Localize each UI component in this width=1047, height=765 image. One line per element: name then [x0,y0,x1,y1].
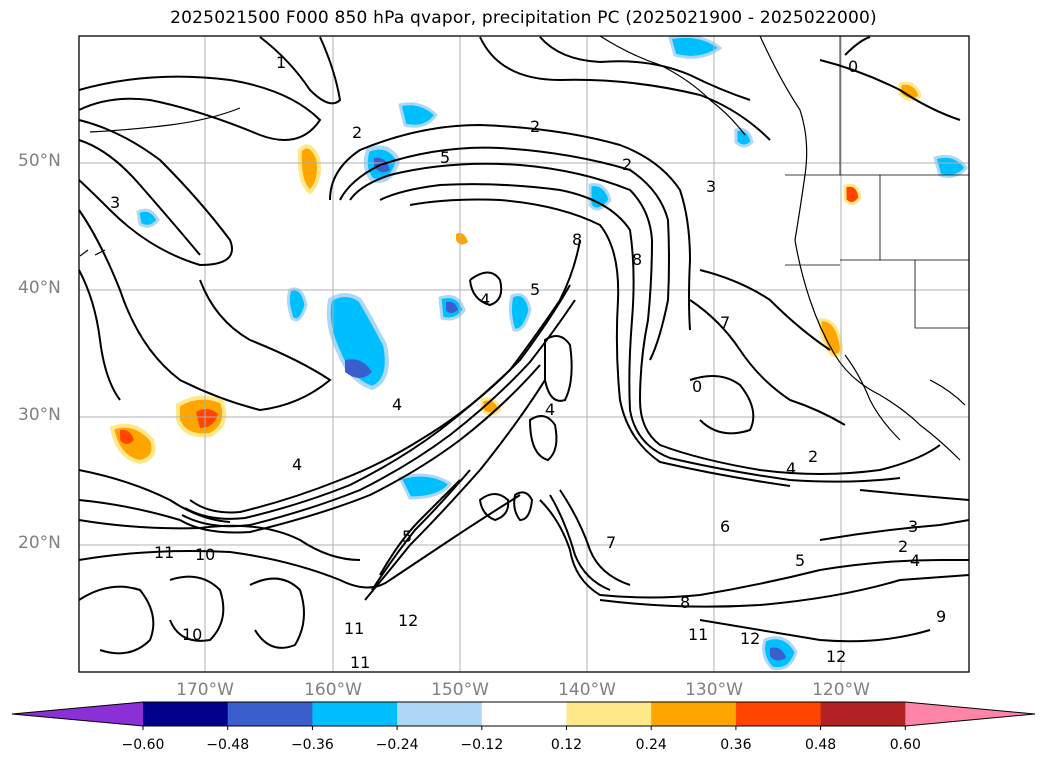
colorbar-tick-label: −0.60 [121,737,165,753]
lon-label: 120°W [812,680,870,700]
contour-label: 4 [545,400,555,419]
contour-label: 8 [680,593,690,612]
contour-label: 11 [350,653,370,672]
contour-label: 12 [740,629,760,648]
contour-label: 5 [795,551,805,570]
contour-label: 7 [606,533,616,552]
contour-label: 2 [352,123,362,142]
lon-label: 170°W [176,680,234,700]
lat-label: 30°N [18,405,61,425]
contour-label: 4 [392,395,402,414]
lon-label: 130°W [685,680,743,700]
contour-label: 10 [182,625,202,644]
colorbar-tick-label: 0.36 [720,737,752,753]
contour-label: 12 [398,611,418,630]
lon-label: 140°W [558,680,616,700]
contour-label: 12 [826,647,846,666]
contour-label: 11 [688,625,708,644]
contour-label: 11 [344,619,364,638]
colorbar-tick-label: 0.12 [550,737,583,753]
contour-label: 2 [530,117,540,136]
contour-label: 8 [632,250,642,269]
contour-label: 6 [720,517,730,536]
lat-label: 40°N [18,278,61,298]
colorbar-tick-label: 0.48 [805,737,837,753]
map-gridlines [79,36,969,672]
lon-label: 150°W [431,680,489,700]
contour-label: 4 [786,459,796,478]
contour-label: 8 [572,230,582,249]
contour-label: 10 [195,545,215,564]
contour-label: 4 [292,455,302,474]
contour-label: 2 [898,537,908,556]
colorbar-tick-label: −0.24 [375,737,419,753]
map-frame [78,35,970,673]
colorbar-segment [820,702,906,726]
chart-title: 2025021500 F000 850 hPa qvapor, precipit… [170,8,877,28]
colorbar-tick-label: 0.60 [889,737,921,753]
colorbar-segment [397,702,483,726]
lon-label: 160°W [304,680,362,700]
contour-label: 4 [480,290,490,309]
contour-label: 1 [276,53,286,72]
contour-label: 2 [808,447,818,466]
contour-label: 5 [530,280,540,299]
contour-label: 3 [908,517,918,536]
lat-label: 50°N [18,151,61,171]
precip-anomaly-fills [109,34,968,671]
colorbar-extend-max [905,702,1035,726]
colorbar-segment [651,702,737,726]
colorbar-tick-label: −0.36 [290,737,334,753]
colorbar-segment [143,702,229,726]
contour-label: 2 [622,155,632,174]
contour-labels: 1 2 2 3 3 4 4 5 5 5 2 8 8 7 0 4 4 6 7 8 … [110,53,946,672]
contour-label: 5 [402,527,412,546]
contour-label: 4 [910,551,920,570]
colorbar-segment [481,702,567,726]
qvapor-contours [78,36,970,655]
contour-label: 5 [440,148,450,167]
lat-label: 20°N [18,533,61,553]
contour-label: 3 [110,193,120,212]
contour-label: 9 [936,607,946,626]
colorbar [11,701,1036,730]
political-borders [785,36,969,329]
colorbar-tick-label: −0.48 [206,737,250,753]
colorbar-segment [227,702,313,726]
colorbar-segment [735,702,822,726]
contour-label: 0 [692,377,702,396]
colorbar-extend-min [12,702,143,726]
colorbar-tick-label: −0.12 [460,737,504,753]
colorbar-segment [566,702,652,726]
coastlines [79,35,966,461]
colorbar-tick-label: 0.24 [635,737,667,753]
contour-label: 3 [706,177,716,196]
colorbar-segment [312,702,398,726]
contour-label: 11 [154,543,174,562]
contour-label: 0 [848,57,858,76]
contour-label: 7 [720,313,730,332]
